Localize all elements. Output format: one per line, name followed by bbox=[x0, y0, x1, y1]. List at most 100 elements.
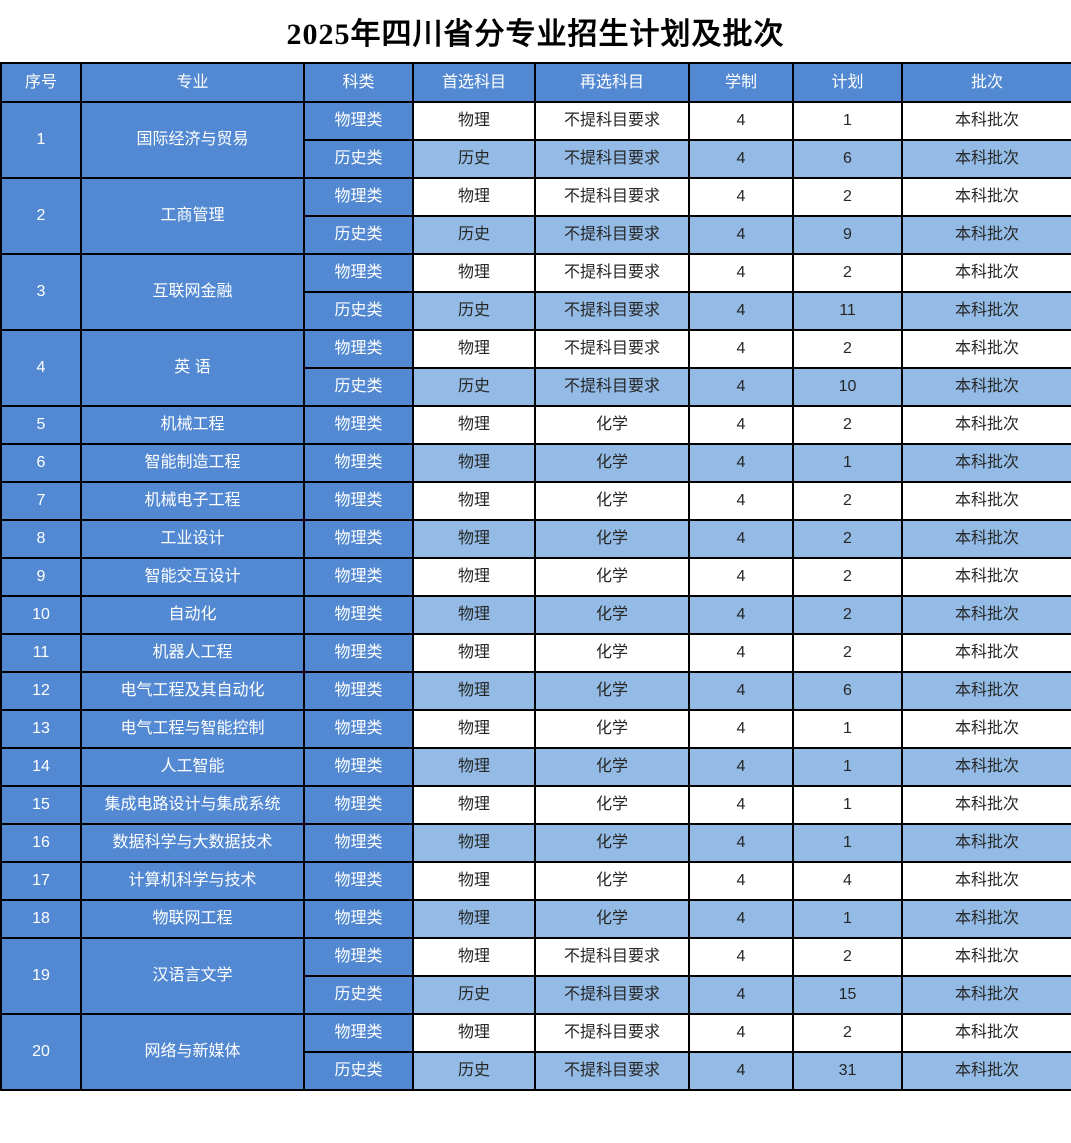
first-subject-cell: 物理 bbox=[412, 823, 536, 863]
re-subject-cell: 不提科目要求 bbox=[534, 1051, 690, 1091]
batch-cell: 本科批次 bbox=[901, 747, 1071, 787]
row-number-cell: 19 bbox=[0, 937, 82, 1015]
table-row: 14 人工智能 物理类 物理 化学 4 1 本科批次 bbox=[0, 747, 1071, 787]
first-subject-cell: 物理 bbox=[412, 899, 536, 939]
first-subject-cell: 历史 bbox=[412, 291, 536, 331]
column-header-2: 专业 bbox=[80, 62, 305, 103]
duration-cell: 4 bbox=[688, 329, 794, 369]
first-subject-cell: 历史 bbox=[412, 367, 536, 407]
first-subject-cell: 物理 bbox=[412, 633, 536, 673]
plan-cell: 31 bbox=[792, 1051, 903, 1091]
duration-cell: 4 bbox=[688, 595, 794, 635]
plan-cell: 4 bbox=[792, 861, 903, 901]
table-row: 10 自动化 物理类 物理 化学 4 2 本科批次 bbox=[0, 595, 1071, 635]
duration-cell: 4 bbox=[688, 367, 794, 407]
row-number-cell: 3 bbox=[0, 253, 82, 331]
plan-cell: 1 bbox=[792, 443, 903, 483]
row-number-cell: 1 bbox=[0, 101, 82, 179]
table-row: 19 汉语言文学 物理类 物理 不提科目要求 4 2 本科批次 bbox=[0, 937, 1071, 1015]
first-subject-cell: 历史 bbox=[412, 215, 536, 255]
row-number-cell: 11 bbox=[0, 633, 82, 673]
table-row: 9 智能交互设计 物理类 物理 化学 4 2 本科批次 bbox=[0, 557, 1071, 597]
major-cell: 电气工程与智能控制 bbox=[80, 709, 305, 749]
plan-cell: 2 bbox=[792, 329, 903, 369]
batch-cell: 本科批次 bbox=[901, 481, 1071, 521]
row-number-cell: 16 bbox=[0, 823, 82, 863]
duration-cell: 4 bbox=[688, 443, 794, 483]
row-number-cell: 5 bbox=[0, 405, 82, 445]
track-cell: 物理类 bbox=[303, 937, 414, 977]
table-row: 2 工商管理 物理类 物理 不提科目要求 4 2 本科批次 bbox=[0, 177, 1071, 255]
track-cell: 历史类 bbox=[303, 139, 414, 179]
plan-cell: 9 bbox=[792, 215, 903, 255]
duration-cell: 4 bbox=[688, 177, 794, 217]
major-cell: 人工智能 bbox=[80, 747, 305, 787]
major-cell: 机械电子工程 bbox=[80, 481, 305, 521]
major-cell: 集成电路设计与集成系统 bbox=[80, 785, 305, 825]
major-cell: 自动化 bbox=[80, 595, 305, 635]
re-subject-cell: 化学 bbox=[534, 633, 690, 673]
table-row: 1 国际经济与贸易 物理类 物理 不提科目要求 4 1 本科批次 bbox=[0, 101, 1071, 179]
batch-cell: 本科批次 bbox=[901, 823, 1071, 863]
table-row: 历史类 历史 不提科目要求 4 31 本科批次 bbox=[1, 1051, 1071, 1091]
track-cell: 物理类 bbox=[303, 709, 414, 749]
duration-cell: 4 bbox=[688, 937, 794, 977]
re-subject-cell: 化学 bbox=[534, 671, 690, 711]
batch-cell: 本科批次 bbox=[901, 519, 1071, 559]
duration-cell: 4 bbox=[688, 709, 794, 749]
track-cell: 物理类 bbox=[303, 405, 414, 445]
batch-cell: 本科批次 bbox=[901, 861, 1071, 901]
major-cell: 电气工程及其自动化 bbox=[80, 671, 305, 711]
batch-cell: 本科批次 bbox=[901, 177, 1071, 217]
table-row: 历史类 历史 不提科目要求 4 11 本科批次 bbox=[1, 291, 1071, 331]
title-bar: 2025年四川省分专业招生计划及批次 bbox=[0, 0, 1071, 62]
duration-cell: 4 bbox=[688, 899, 794, 939]
re-subject-cell: 化学 bbox=[534, 785, 690, 825]
batch-cell: 本科批次 bbox=[901, 899, 1071, 939]
first-subject-cell: 物理 bbox=[412, 861, 536, 901]
batch-cell: 本科批次 bbox=[901, 709, 1071, 749]
re-subject-cell: 不提科目要求 bbox=[534, 215, 690, 255]
batch-cell: 本科批次 bbox=[901, 785, 1071, 825]
track-cell: 历史类 bbox=[303, 975, 414, 1015]
plan-table: 序号 专业 科类 首选科目 再选科目 学制 计划 批次 1 国际经济与贸易 物理类 物理 不提科目要求… bbox=[0, 62, 1071, 1091]
first-subject-cell: 物理 bbox=[412, 709, 536, 749]
table-row: 历史类 历史 不提科目要求 4 10 本科批次 bbox=[1, 367, 1071, 407]
track-cell: 历史类 bbox=[303, 215, 414, 255]
first-subject-cell: 物理 bbox=[412, 595, 536, 635]
batch-cell: 本科批次 bbox=[901, 405, 1071, 445]
plan-cell: 1 bbox=[792, 823, 903, 863]
major-cell: 数据科学与大数据技术 bbox=[80, 823, 305, 863]
duration-cell: 4 bbox=[688, 785, 794, 825]
batch-cell: 本科批次 bbox=[901, 139, 1071, 179]
table-row: 11 机器人工程 物理类 物理 化学 4 2 本科批次 bbox=[0, 633, 1071, 673]
track-cell: 物理类 bbox=[303, 861, 414, 901]
duration-cell: 4 bbox=[688, 671, 794, 711]
first-subject-cell: 物理 bbox=[412, 329, 536, 369]
row-number-cell: 17 bbox=[0, 861, 82, 901]
row-number-cell: 18 bbox=[0, 899, 82, 939]
duration-cell: 4 bbox=[688, 823, 794, 863]
major-cell: 网络与新媒体 bbox=[80, 1013, 305, 1091]
table-row: 18 物联网工程 物理类 物理 化学 4 1 本科批次 bbox=[0, 899, 1071, 939]
track-cell: 历史类 bbox=[303, 367, 414, 407]
plan-cell: 11 bbox=[792, 291, 903, 331]
plan-cell: 6 bbox=[792, 671, 903, 711]
row-number-cell: 9 bbox=[0, 557, 82, 597]
plan-cell: 10 bbox=[792, 367, 903, 407]
re-subject-cell: 化学 bbox=[534, 481, 690, 521]
row-number-cell: 13 bbox=[0, 709, 82, 749]
row-number-cell: 15 bbox=[0, 785, 82, 825]
duration-cell: 4 bbox=[688, 747, 794, 787]
first-subject-cell: 历史 bbox=[412, 1051, 536, 1091]
re-subject-cell: 不提科目要求 bbox=[534, 975, 690, 1015]
batch-cell: 本科批次 bbox=[901, 367, 1071, 407]
plan-cell: 1 bbox=[792, 747, 903, 787]
page-title: 2025年四川省分专业招生计划及批次 bbox=[286, 18, 785, 51]
column-header-8: 批次 bbox=[901, 62, 1071, 103]
row-number-cell: 8 bbox=[0, 519, 82, 559]
re-subject-cell: 化学 bbox=[534, 823, 690, 863]
batch-cell: 本科批次 bbox=[901, 633, 1071, 673]
plan-cell: 2 bbox=[792, 633, 903, 673]
